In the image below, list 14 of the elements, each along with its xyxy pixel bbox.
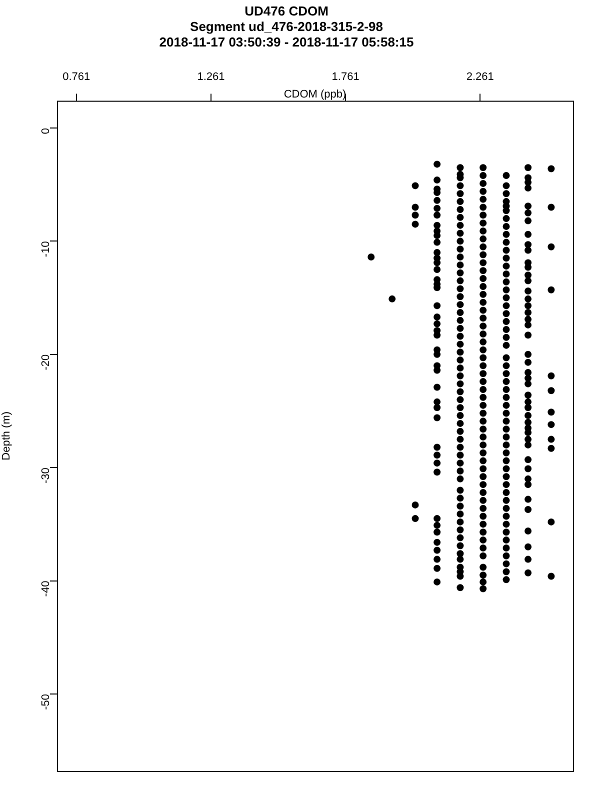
y-tick-label: -10 bbox=[40, 241, 52, 258]
chart-subtitle: Segment ud_476-2018-315-2-98 2018-11-17 03:50:39 - 2018-11-17 05:58:15 bbox=[159, 18, 414, 50]
x-tick-label: 1.261 bbox=[197, 71, 225, 84]
x-tick-label: 2.261 bbox=[466, 71, 494, 84]
y-tick-label: -40 bbox=[40, 580, 52, 597]
x-axis-title: CDOM (ppb) bbox=[284, 88, 346, 100]
x-tick-label: 1.761 bbox=[332, 71, 360, 84]
y-tick-label: 0 bbox=[40, 128, 52, 134]
y-axis-title: Depth (m) bbox=[0, 411, 13, 460]
chart-title: UD476 CDOM bbox=[244, 3, 328, 18]
y-tick-label: -20 bbox=[40, 354, 52, 370]
y-tick-label: -30 bbox=[40, 468, 52, 484]
y-tick-label: -50 bbox=[40, 694, 52, 710]
x-tick-label: 0.761 bbox=[62, 71, 90, 84]
